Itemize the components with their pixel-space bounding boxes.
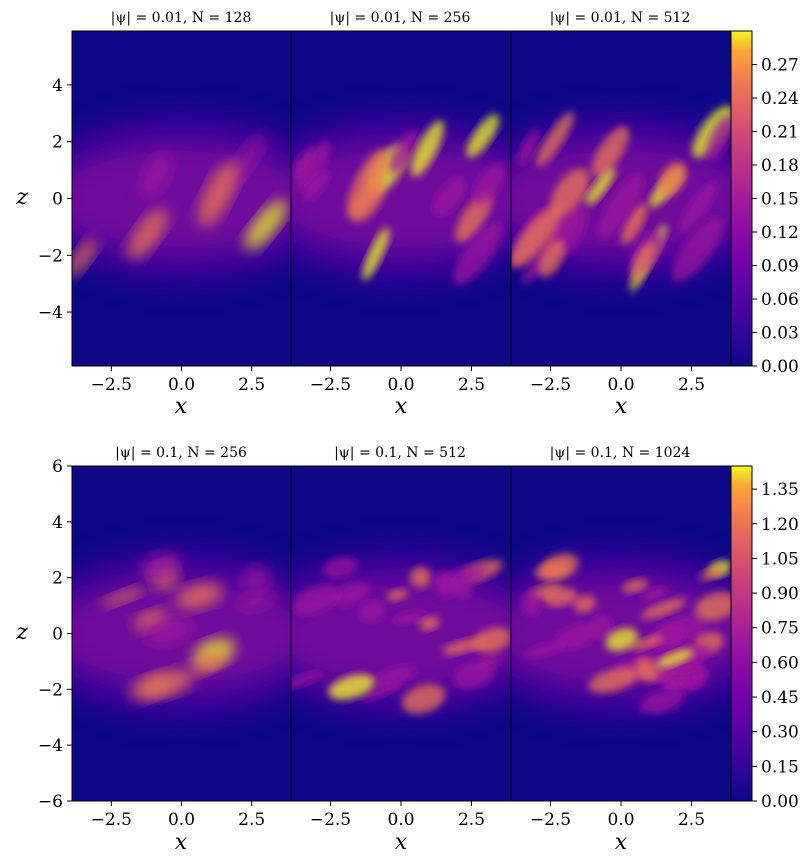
ytick-label-r2: −2 [38,680,63,700]
panel-title-r2-p1: |ψ| = 0.1, N = 256 [115,445,247,461]
xlabel-r2-p1: x [175,830,188,855]
colorbar-tick-label-r2: 1.05 [761,549,799,569]
ylabel-row2: z [15,620,28,645]
xtick-label-r1-p1: −2.5 [91,375,132,395]
colorbar-tick-label-r1: 0.03 [761,324,799,344]
ytick-label-r1: −2 [38,246,63,266]
ytick-label-r2: 4 [52,513,63,533]
heatmap-panel-r2-p2 [291,466,511,801]
colorbar-tick-label-r2: 0.00 [761,792,799,812]
ytick-label-r2: −4 [38,736,63,756]
xlabel-r1-p1: x [175,394,188,419]
xtick-label-r1-p1: 0.0 [168,375,195,395]
xtick-label-r2-p1: 0.0 [168,810,195,830]
colorbar-r2 [730,465,753,802]
colorbar-tick-label-r1: 0.09 [761,257,799,277]
heatmap-panel-r1-p1 [72,31,291,366]
colorbar-r1 [730,30,753,367]
colorbar-tick-label-r1: 0.27 [761,56,799,76]
xtick-label-r2-p1: 2.5 [238,810,265,830]
colorbar-tick-label-r2: 0.30 [761,723,799,743]
colorbar-tick-label-r2: 0.90 [761,584,799,604]
xtick-label-r1-p2: −2.5 [310,375,351,395]
xtick-label-r1-p1: 2.5 [238,375,265,395]
colorbar-tick-label-r1: 0.12 [761,223,799,243]
ytick-label-r1: 4 [52,76,63,96]
colorbar-tick-label-r2: 0.60 [761,653,799,673]
ytick-label-r1: 0 [52,190,63,210]
ytick-label-r2: −6 [38,792,63,812]
colorbar-tick-label-r2: 0.75 [761,619,799,639]
panel-title-r1-p2: |ψ| = 0.01, N = 256 [330,10,471,26]
colorbar-tick-label-r1: 0.15 [761,190,799,210]
xtick-label-r1-p3: 0.0 [607,375,634,395]
colorbar-tick-label-r1: 0.06 [761,290,799,310]
xlabel-r2-p2: x [395,830,408,855]
xtick-label-r2-p1: −2.5 [91,810,132,830]
xlabel-r2-p3: x [615,830,628,855]
heatmap-panel-r2-p1 [72,466,291,801]
xtick-label-r2-p3: 2.5 [678,810,705,830]
colorbar-tick-label-r2: 1.35 [761,480,799,500]
heatmap-panel-r1-p2 [291,31,511,366]
xtick-label-r1-p3: 2.5 [678,375,705,395]
colorbar-tick-label-r1: 0.18 [761,156,799,176]
panel-title-r2-p3: |ψ| = 0.1, N = 1024 [550,445,691,461]
panel-title-r2-p2: |ψ| = 0.1, N = 512 [334,445,466,461]
panel-title-r1-p1: |ψ| = 0.01, N = 128 [111,10,252,26]
panel-title-r1-p3: |ψ| = 0.01, N = 512 [550,10,691,26]
ytick-label-r2: 2 [52,569,63,589]
xtick-label-r1-p2: 2.5 [458,375,485,395]
colorbar-tick-label-r2: 0.45 [761,688,799,708]
xlabel-r1-p3: x [615,394,628,419]
xtick-label-r1-p2: 0.0 [387,375,414,395]
colorbar-tick-label-r1: 0.21 [761,123,799,143]
ytick-label-r1: 2 [52,133,63,153]
heatmap-panel-r1-p3 [511,31,731,366]
xtick-label-r2-p2: 0.0 [387,810,414,830]
colorbar-tick-label-r2: 1.20 [761,515,799,535]
ytick-label-r2: 6 [52,457,63,477]
xtick-label-r1-p3: −2.5 [530,375,571,395]
colorbar-tick-label-r2: 0.15 [761,757,799,777]
ylabel-row1: z [15,185,28,210]
xlabel-r1-p2: x [395,394,408,419]
heatmap-panel-r2-p3 [511,466,731,801]
colorbar-tick-label-r1: 0.00 [761,357,799,377]
ytick-label-r2: 0 [52,625,63,645]
ytick-label-r1: −4 [38,303,63,323]
xtick-label-r2-p3: 0.0 [607,810,634,830]
colorbar-tick-label-r1: 0.24 [761,89,799,109]
xtick-label-r2-p2: −2.5 [310,810,351,830]
xtick-label-r2-p2: 2.5 [458,810,485,830]
xtick-label-r2-p3: −2.5 [530,810,571,830]
